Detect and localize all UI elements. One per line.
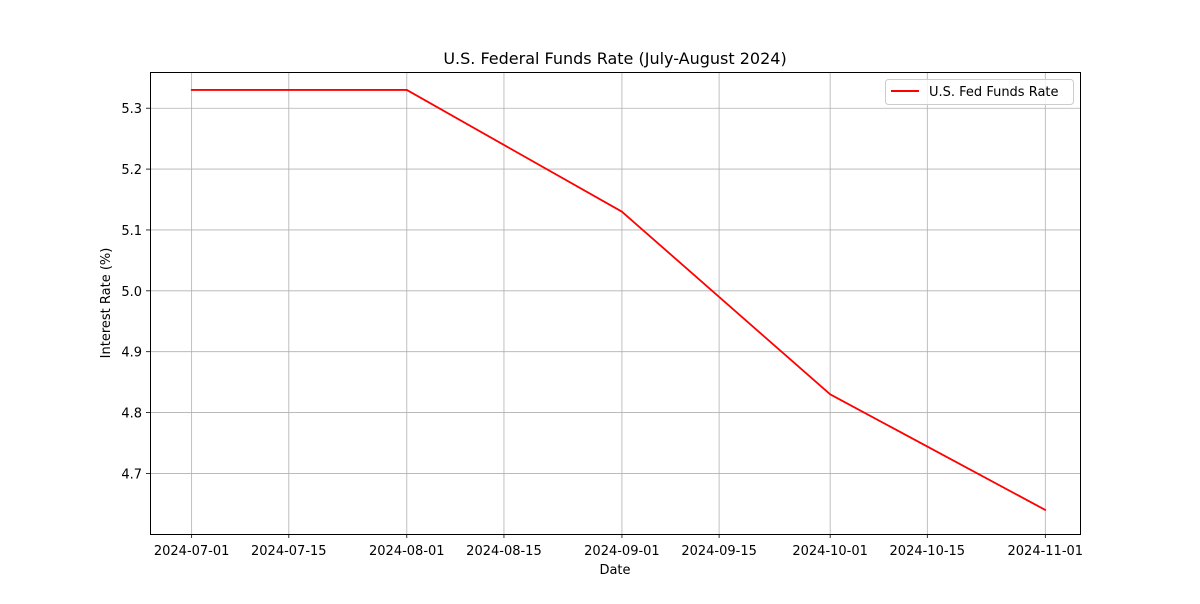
- x-tick-label: 2024-08-15: [466, 544, 542, 559]
- y-tick-label: 5.1: [121, 224, 142, 239]
- legend-box: [885, 79, 1074, 105]
- data-point: [190, 89, 193, 91]
- x-axis-label: Date: [599, 563, 630, 578]
- x-tick-label: 2024-07-01: [154, 544, 230, 559]
- y-tick-label: 4.9: [121, 346, 142, 361]
- x-tick-label: 2024-08-01: [369, 544, 445, 559]
- y-axis: 4.7 4.8 4.9 5.0 5.1 5.2 5.3: [121, 102, 150, 482]
- y-tick-label: 5.0: [121, 285, 142, 300]
- data-point: [621, 210, 623, 213]
- x-tick-label: 2024-10-01: [792, 544, 868, 559]
- plot-area-frame: [150, 72, 1081, 535]
- series-layer: [190, 89, 1047, 511]
- legend-label: U.S. Fed Funds Rate: [929, 85, 1059, 100]
- y-axis-label: Interest Rate (%): [99, 248, 114, 359]
- x-tick-label: 2024-07-15: [251, 544, 327, 559]
- grid: [150, 72, 1080, 534]
- x-tick-label: 2024-09-01: [584, 544, 660, 559]
- x-tick-label: 2024-09-15: [681, 544, 757, 559]
- x-tick-label: 2024-10-15: [890, 544, 966, 559]
- y-tick-label: 5.2: [121, 163, 142, 178]
- y-tick-label: 4.7: [121, 467, 142, 482]
- data-point: [1044, 509, 1047, 511]
- y-tick-label: 4.8: [121, 407, 142, 422]
- data-point: [829, 393, 832, 396]
- x-tick-label: 2024-11-01: [1008, 544, 1084, 559]
- chart-title: U.S. Federal Funds Rate (July-August 202…: [443, 49, 786, 68]
- legend: U.S. Fed Funds Rate: [885, 79, 1074, 105]
- data-point: [405, 89, 408, 91]
- x-axis: 2024-07-01 2024-07-15 2024-08-01 2024-08-15…: [154, 534, 1083, 559]
- y-tick-label: 5.3: [121, 102, 142, 117]
